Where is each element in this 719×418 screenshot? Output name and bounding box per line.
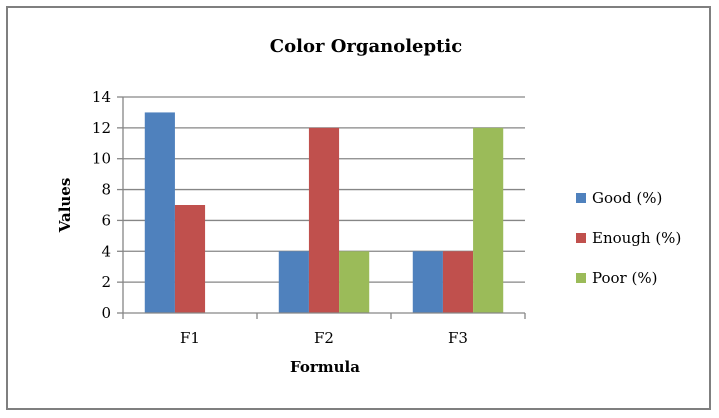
y-tick-label: 10 — [92, 150, 111, 168]
legend-swatch — [576, 233, 586, 243]
legend-swatch — [576, 193, 586, 203]
x-axis-title: Formula — [290, 358, 360, 376]
y-tick-label: 6 — [101, 211, 111, 229]
legend-swatch — [576, 273, 586, 283]
chart-title: Color Organoleptic — [270, 36, 462, 57]
bar — [339, 251, 370, 313]
bar — [442, 251, 474, 313]
bar — [174, 205, 206, 313]
legend-label: Enough (%) — [592, 229, 681, 247]
bar — [278, 251, 309, 313]
bar — [144, 112, 175, 313]
bar — [412, 251, 443, 313]
y-tick-label: 2 — [101, 273, 111, 291]
x-tick-label: F2 — [314, 329, 334, 347]
legend-label: Good (%) — [592, 189, 662, 207]
bar — [308, 127, 340, 313]
x-tick-label: F1 — [180, 329, 200, 347]
y-tick-label: 12 — [92, 119, 111, 137]
legend: Good (%) Enough (%) Poor (%) — [576, 189, 681, 287]
y-tick-labels: 0 2 4 6 8 10 12 14 — [92, 88, 111, 322]
y-tick-label: 4 — [101, 242, 111, 260]
y-axis-title: Values — [56, 178, 74, 234]
y-tick-label: 0 — [101, 304, 111, 322]
y-tick-label: 14 — [92, 88, 111, 106]
x-tick-label: F3 — [448, 329, 468, 347]
bar — [473, 127, 504, 313]
legend-label: Poor (%) — [592, 269, 657, 287]
bars — [144, 112, 504, 313]
y-tick-label: 8 — [101, 181, 111, 199]
x-tick-labels: F1 F2 F3 — [180, 329, 468, 347]
axes — [117, 96, 526, 319]
